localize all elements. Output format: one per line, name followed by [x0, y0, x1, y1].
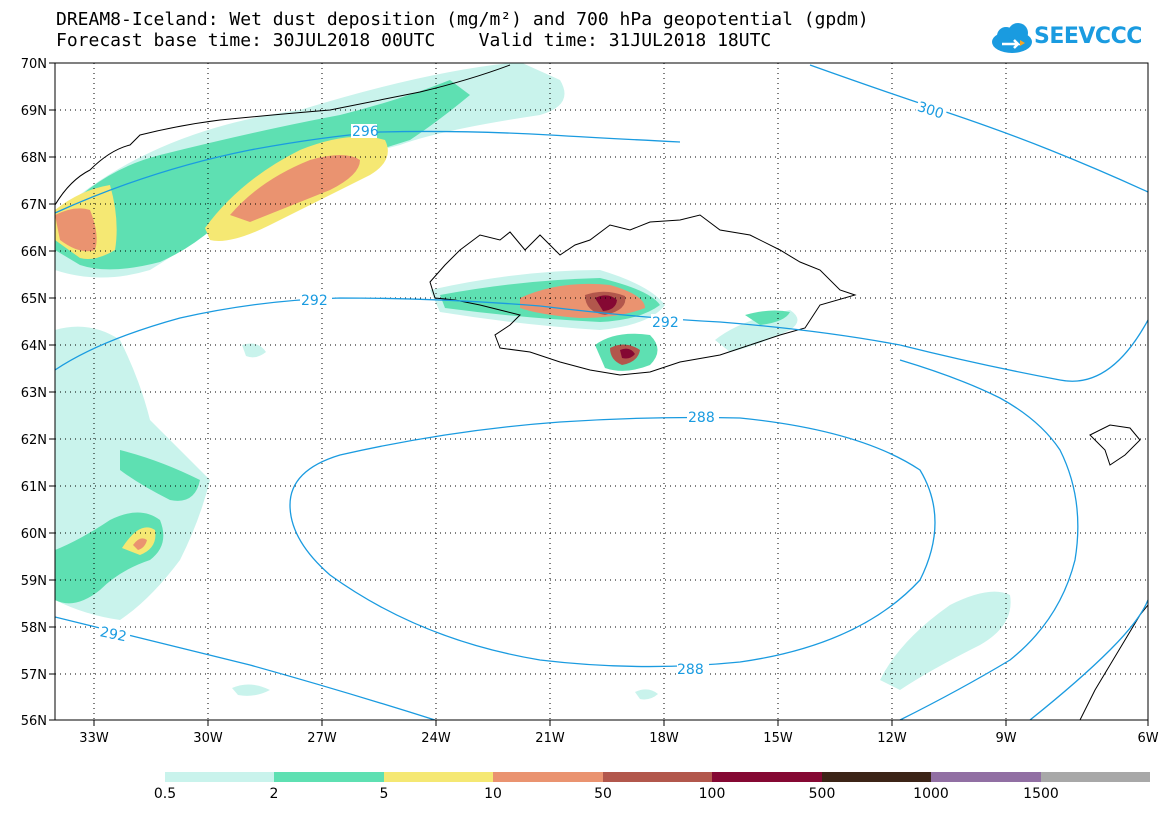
dust-area: [133, 538, 147, 550]
graticule: [55, 63, 1148, 720]
color-legend: [165, 772, 1150, 782]
faroe-coast: [1089, 424, 1141, 466]
legend-swatch: [165, 772, 275, 782]
legend-label: 500: [808, 786, 836, 802]
legend-swatch: [383, 772, 494, 782]
contour-label: 288: [688, 410, 715, 426]
valid-time: Valid time: 31JUL2018 18UTC: [478, 30, 772, 51]
lon-label: 6W: [1137, 731, 1158, 746]
lat-label: 69N: [21, 104, 47, 119]
dust-area: [635, 689, 658, 700]
contour-label: 288: [677, 662, 704, 678]
lon-label: 33W: [79, 731, 109, 746]
lat-label: 59N: [21, 574, 47, 589]
norway-coast: [1079, 604, 1148, 720]
legend-swatch: [493, 772, 603, 782]
legend-label: 50: [594, 786, 612, 802]
lon-label: 18W: [649, 731, 679, 746]
contour-label: 300: [915, 99, 945, 122]
dust-area: [595, 295, 617, 311]
contour-300: [809, 64, 1148, 193]
lat-label: 67N: [21, 198, 47, 213]
greenland-coast: [55, 64, 511, 206]
legend-label: 10: [484, 786, 502, 802]
cloud-icon: [992, 23, 1032, 53]
lat-label: 64N: [21, 339, 47, 354]
longitude-labels: 33W 30W 27W 24W 21W 18W 15W 12W 9W 6W: [79, 731, 1158, 746]
legend-swatch: [821, 772, 932, 782]
seevccc-logo: [992, 23, 1032, 53]
legend-swatch: [274, 772, 384, 782]
lon-label: 15W: [763, 731, 793, 746]
contour-292-east: [899, 359, 1079, 720]
contour-288: [289, 416, 936, 668]
contour-292-upper: [55, 297, 1148, 382]
lat-label: 66N: [21, 245, 47, 260]
lon-label: 24W: [421, 731, 451, 746]
legend-label: 100: [698, 786, 726, 802]
lon-label: 9W: [995, 731, 1016, 746]
axis-ticks: [49, 62, 1149, 726]
legend-label: 1500: [1023, 786, 1059, 802]
contour-label: 296: [352, 124, 379, 140]
lat-label: 58N: [21, 621, 47, 636]
forecast-base-time: Forecast base time: 30JUL2018 00UTC: [56, 30, 436, 51]
lat-label: 57N: [21, 668, 47, 683]
contour-label: 292: [98, 624, 127, 645]
coastlines: [55, 64, 1148, 720]
legend-swatch: [931, 772, 1041, 782]
dust-deposition-field: [55, 63, 1011, 700]
contour-296: [55, 130, 681, 214]
iceland-coast: [429, 214, 857, 376]
contour-labels: 296 300 292 292 288 288 292: [96, 98, 948, 678]
legend-swatch: [712, 772, 822, 782]
legend-label: 1000: [913, 786, 949, 802]
lat-label: 65N: [21, 292, 47, 307]
map-title: DREAM8-Iceland: Wet dust deposition (mg/…: [56, 9, 869, 30]
legend-label: 0.5: [153, 786, 177, 802]
lat-label: 68N: [21, 151, 47, 166]
dust-area: [242, 343, 266, 358]
logo-text: SEEVCCC: [1034, 24, 1142, 49]
dust-area: [55, 208, 97, 252]
lon-label: 12W: [877, 731, 907, 746]
lat-label: 62N: [21, 433, 47, 448]
lat-label: 61N: [21, 480, 47, 495]
legend-label: 2: [269, 786, 279, 802]
contour-292-far-east: [1029, 599, 1148, 720]
dust-area: [232, 684, 270, 696]
lat-label: 56N: [21, 714, 47, 729]
legend-swatch: [602, 772, 713, 782]
legend-swatch: [1040, 772, 1150, 782]
dust-area: [745, 310, 790, 325]
contour-label: 292: [652, 315, 679, 331]
dust-area: [880, 591, 1011, 690]
lat-label: 63N: [21, 386, 47, 401]
lat-label: 60N: [21, 527, 47, 542]
lon-label: 27W: [307, 731, 337, 746]
time-info: Forecast base time: 30JUL2018 00UTC Vali…: [56, 31, 771, 51]
dust-area: [230, 155, 360, 222]
contour-label: 292: [301, 293, 328, 309]
legend-label: 5: [379, 786, 389, 802]
lon-label: 30W: [193, 731, 223, 746]
dust-area: [620, 348, 635, 359]
lat-label: 70N: [21, 57, 47, 72]
dust-area: [120, 450, 200, 501]
latitude-labels: 70N 69N 68N 67N 66N 65N 64N 63N 62N 61N …: [21, 57, 47, 729]
lon-label: 21W: [535, 731, 565, 746]
